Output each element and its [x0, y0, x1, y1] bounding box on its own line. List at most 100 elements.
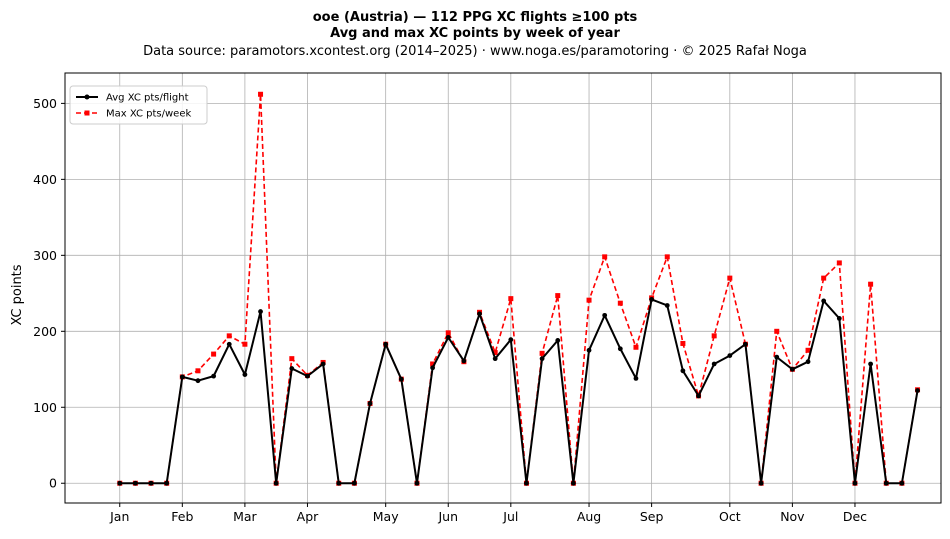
avg-point [430, 365, 436, 371]
avg-point [117, 480, 123, 486]
legend-label-avg: Avg XC pts/flight [106, 93, 189, 104]
chart-title-line-1: ooe (Austria) — 112 PPG XC flights ≥100 … [313, 10, 638, 25]
avg-point [649, 296, 655, 302]
max-point [602, 254, 608, 260]
y-tick-label: 0 [49, 476, 57, 491]
avg-point [570, 480, 576, 486]
avg-point [273, 480, 279, 486]
y-tick-label: 400 [33, 172, 57, 187]
x-tick-label: Aug [577, 509, 601, 524]
avg-point [524, 480, 529, 486]
max-point [836, 260, 842, 266]
max-point [492, 350, 498, 356]
avg-point [555, 338, 561, 343]
grid [65, 73, 941, 503]
avg-point [492, 356, 498, 362]
max-point [539, 350, 545, 356]
y-tick-label: 100 [33, 400, 57, 415]
max-point [868, 281, 874, 287]
max-point [430, 361, 436, 367]
max-point [289, 356, 295, 362]
y-tick-label: 200 [33, 324, 57, 339]
chart-title-line-2: Avg and max XC points by week of year [330, 26, 620, 41]
avg-point [508, 337, 514, 343]
avg-point [852, 480, 858, 486]
avg-point [696, 393, 701, 399]
avg-point [743, 341, 748, 347]
avg-point [320, 361, 326, 367]
avg-point [226, 341, 232, 347]
avg-point [445, 334, 451, 340]
avg-point [805, 359, 811, 365]
max-point [617, 300, 623, 306]
avg-point [602, 312, 608, 318]
series-layer [117, 91, 921, 486]
max-point [555, 293, 561, 299]
max-point [774, 328, 780, 334]
x-tick-label: Apr [297, 509, 319, 524]
avg-point [789, 366, 795, 372]
avg-point [680, 368, 686, 374]
x-tick-label: Nov [780, 509, 805, 524]
avg-point [774, 354, 780, 360]
legend-marker-max [84, 110, 90, 116]
avg-point [414, 480, 420, 486]
avg-point [758, 480, 764, 486]
avg-point [664, 303, 670, 308]
max-point [242, 341, 248, 347]
avg-point [868, 361, 874, 367]
avg-point [915, 388, 920, 393]
avg-point [242, 372, 248, 378]
max-point [821, 275, 827, 281]
avg-point [164, 480, 170, 486]
max-point [633, 344, 639, 350]
x-tick-label: Dec [843, 509, 867, 524]
avg-point [367, 401, 373, 406]
avg-point [336, 480, 342, 486]
plot-frame [64, 72, 942, 504]
avg-point [289, 366, 295, 371]
avg-point [179, 374, 185, 380]
max-point [664, 254, 670, 260]
y-tick-label: 300 [33, 248, 57, 263]
x-tick-label: Jan [109, 509, 129, 524]
y-axis-label: XC points [10, 264, 25, 325]
max-point [226, 333, 232, 339]
max-point [195, 368, 201, 374]
max-point [508, 296, 514, 302]
avg-point [148, 480, 154, 486]
avg-point [305, 373, 310, 379]
avg-point [398, 376, 404, 382]
x-axis: Jan Feb Mar Apr May Jun Jul Aug Sep Oct Nov Dec [109, 503, 867, 524]
x-tick-label: Feb [171, 509, 193, 524]
avg-point [821, 298, 827, 304]
max-point [586, 297, 592, 303]
avg-point [899, 480, 905, 486]
avg-point [258, 309, 263, 314]
avg-point [477, 311, 482, 317]
avg-point [539, 356, 545, 362]
x-tick-label: May [373, 509, 399, 524]
avg-point [711, 361, 717, 367]
avg-point [633, 376, 639, 381]
x-tick-label: Jul [502, 509, 518, 524]
avg-point [195, 378, 201, 384]
avg-point [727, 353, 733, 359]
max-point [211, 351, 217, 357]
max-point [445, 330, 451, 336]
legend-label-max: Max XC pts/week [106, 109, 191, 120]
legend: Avg XC pts/flight Max XC pts/week [69, 85, 208, 125]
avg-point [132, 480, 138, 486]
max-point [805, 347, 811, 353]
avg-point [383, 341, 389, 347]
legend-box [69, 85, 208, 125]
avg-point [351, 480, 357, 486]
chart-subtitle: Data source: paramotors.xcontest.org (20… [143, 44, 807, 59]
y-tick-label: 500 [33, 96, 57, 111]
x-tick-label: Mar [233, 509, 257, 524]
legend-marker-avg [84, 94, 90, 100]
series-line-avg [119, 298, 919, 485]
x-tick-label: Sep [640, 509, 664, 524]
avg-point [836, 315, 842, 321]
